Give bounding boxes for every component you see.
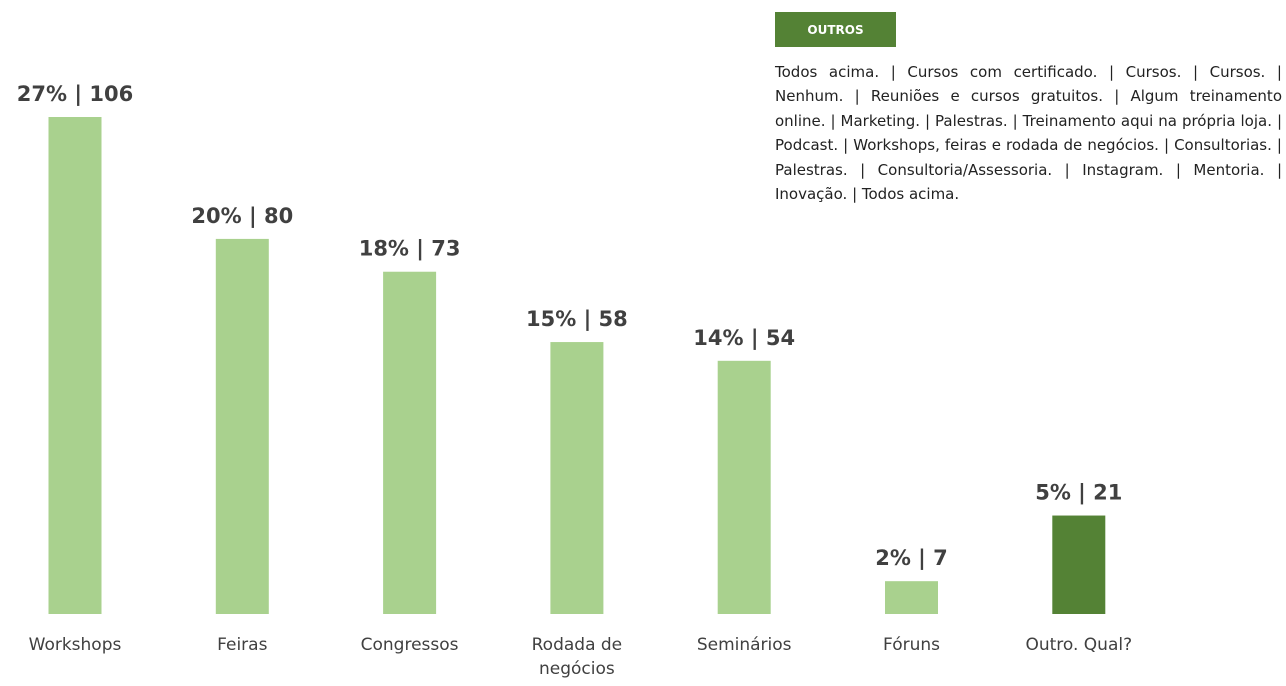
value-label: 14% | 54 — [693, 326, 795, 351]
category-label: Congressos — [360, 635, 459, 655]
category-label: Fóruns — [883, 635, 940, 655]
category-label: Feiras — [217, 635, 268, 655]
category-label: Rodada de negócios — [531, 635, 623, 679]
bar — [1052, 515, 1106, 614]
bar — [383, 271, 437, 614]
category-label: Seminários — [696, 635, 792, 655]
value-label: 15% | 58 — [526, 307, 628, 332]
value-label: 27% | 106 — [17, 82, 133, 107]
note-title: OUTROS — [775, 12, 896, 47]
bar — [48, 117, 102, 614]
value-label: 5% | 21 — [1035, 481, 1122, 506]
bar — [550, 342, 604, 614]
category-label: Outro. Qual? — [1025, 635, 1133, 655]
value-label: 18% | 73 — [359, 237, 461, 262]
category-label: Workshops — [28, 635, 122, 655]
bar — [717, 360, 771, 614]
bar — [215, 238, 269, 615]
value-label: 20% | 80 — [191, 204, 293, 229]
value-label: 2% | 7 — [875, 546, 948, 571]
note-text: Todos acima. | Cursos com certificado. |… — [775, 63, 1282, 204]
bar — [885, 581, 938, 614]
